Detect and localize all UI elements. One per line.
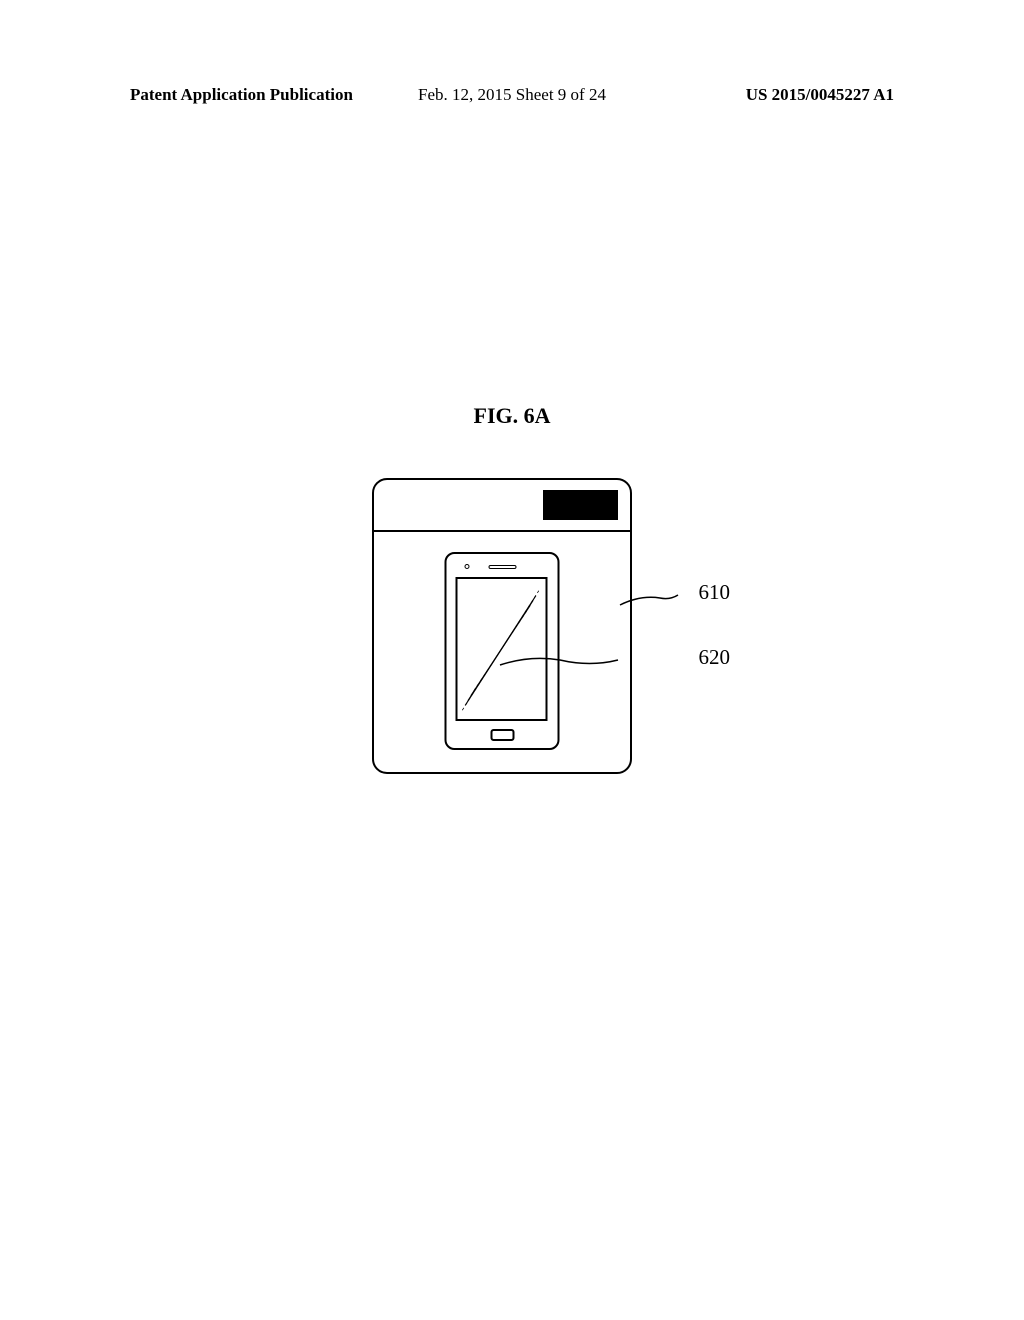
phone-speaker-icon <box>488 565 516 569</box>
reference-line-610 <box>620 590 680 615</box>
phone-screen <box>456 577 548 721</box>
header-patent-number: US 2015/0045227 A1 <box>746 85 894 105</box>
reference-number-620: 620 <box>699 645 731 670</box>
patent-diagram: 610 620 <box>372 478 652 774</box>
phone-home-button-icon <box>490 729 514 741</box>
header-publication-label: Patent Application Publication <box>130 85 353 105</box>
phone-device <box>445 552 560 750</box>
reference-number-610: 610 <box>699 580 731 605</box>
top-bar <box>374 480 630 532</box>
black-rectangle <box>543 490 618 520</box>
header-date-sheet: Feb. 12, 2015 Sheet 9 of 24 <box>418 85 606 105</box>
page-header: Patent Application Publication Feb. 12, … <box>0 85 1024 105</box>
figure-title: FIG. 6A <box>474 403 551 429</box>
phone-camera-icon <box>465 564 470 569</box>
outer-enclosure: 610 620 <box>372 478 632 774</box>
reference-line-620 <box>560 655 680 680</box>
diagonal-hatch-lines <box>458 579 546 719</box>
